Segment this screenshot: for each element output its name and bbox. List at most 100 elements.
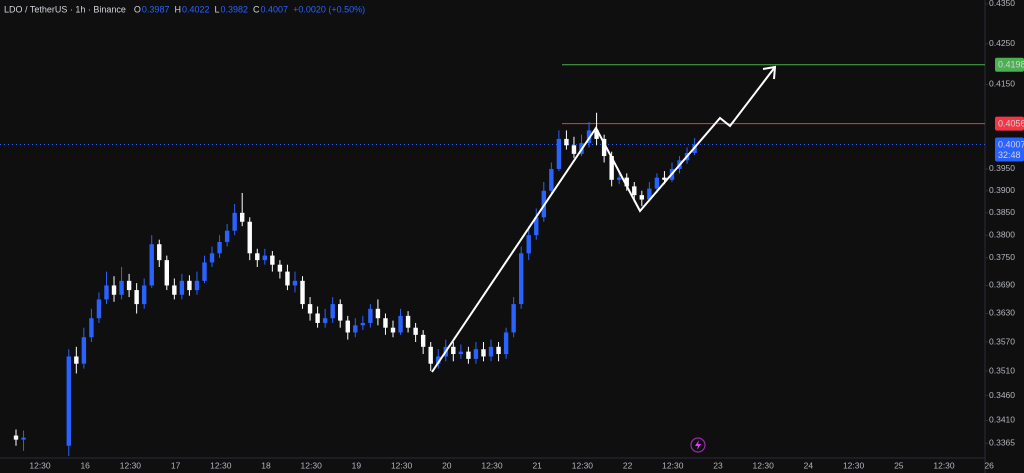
x-tick-label: 12:30 (481, 460, 503, 470)
candle-body (654, 177, 660, 189)
candle-body (345, 320, 350, 333)
x-tick-label: 25 (894, 460, 904, 470)
ohlc-value: 0.4007 (261, 4, 289, 14)
candle-body (405, 315, 411, 328)
ohlc-value: 0.4022 (182, 4, 210, 14)
x-tick-label: 16 (80, 460, 90, 470)
ohlc-key: C (253, 4, 260, 14)
x-tick-label: 12:30 (933, 460, 955, 470)
candle-body (149, 244, 154, 286)
x-tick-label: 24 (804, 460, 814, 470)
candle-body (466, 351, 471, 359)
candle-body (187, 280, 192, 291)
ohlc-key: L (214, 4, 219, 14)
candle-body (413, 327, 418, 335)
ohlc-key: O (134, 4, 141, 14)
x-tick-label: 12:30 (120, 460, 142, 470)
candle-body (141, 285, 147, 305)
x-tick-label: 23 (713, 460, 723, 470)
candle-body (368, 308, 373, 323)
candle-body (330, 304, 335, 319)
candle-body (526, 235, 531, 254)
candle-body (157, 244, 162, 261)
alert-bolt (695, 440, 701, 450)
candle-body (217, 241, 222, 254)
y-tick-label: 0.4350 (989, 0, 1015, 8)
candle-body (66, 356, 71, 446)
y-tick-label: 0.3570 (989, 336, 1015, 346)
x-tick-label: 12:30 (662, 460, 684, 470)
candle-body (488, 346, 494, 357)
candle-body (473, 349, 479, 359)
candle-body (503, 332, 509, 355)
candle-body (662, 177, 667, 180)
y-tick-label: 0.3800 (989, 229, 1015, 239)
ohlc-key: H (174, 4, 181, 14)
candle-body (511, 304, 516, 333)
candle-body (202, 262, 207, 281)
candle-body (360, 322, 366, 326)
candle-body (556, 138, 562, 169)
candle-body (338, 304, 343, 321)
candle-body (134, 290, 139, 305)
candle-body (451, 346, 456, 355)
candle-body (436, 356, 441, 364)
price-tag (995, 116, 1024, 131)
candle-body (164, 260, 169, 286)
candle-body (224, 230, 230, 242)
y-tick-label: 0.3900 (989, 185, 1015, 195)
candle-body (172, 285, 177, 295)
candle-body (104, 285, 109, 300)
candle-body (89, 318, 94, 338)
ohlc-value: 0.3987 (142, 4, 170, 14)
candle-body (277, 264, 283, 272)
y-tick-label: 0.4150 (989, 79, 1015, 89)
candle-body (398, 315, 403, 333)
alert-icon[interactable] (690, 437, 706, 453)
change-label: +0.0020 (+0.50%) (293, 4, 365, 14)
projection-path (431, 66, 776, 373)
candle-body (609, 156, 614, 180)
price-axis: 0.4350 0.4250 0.4150 0.3950 0.3900 0.3850 0.38… (985, 0, 1015, 447)
candle-body (624, 177, 629, 187)
y-tick-label: 0.3950 (989, 163, 1015, 173)
candle-body (383, 318, 388, 328)
candle-body (126, 280, 132, 291)
candle-body (390, 327, 396, 333)
candle-body (232, 212, 237, 231)
x-tick-label: 12:30 (29, 460, 51, 470)
x-tick-label: 21 (532, 460, 542, 470)
price-tag (995, 57, 1024, 72)
candle-body (13, 435, 19, 440)
arrow-head (762, 65, 777, 80)
y-tick-label: 0.3410 (989, 415, 1015, 425)
candle-body (322, 318, 328, 323)
price-tag-label: 0.4056 (998, 119, 1024, 129)
x-tick-label: 26 (984, 460, 994, 470)
x-tick-label: 12:30 (843, 460, 865, 470)
candle-body (119, 280, 124, 295)
candle-body (240, 212, 245, 222)
candle-body (179, 280, 185, 295)
candle-body (194, 280, 200, 291)
candle-body (247, 221, 252, 254)
candle-body (307, 304, 313, 314)
candle-body (647, 188, 652, 200)
candle-body (285, 271, 290, 286)
y-tick-label: 0.4250 (989, 38, 1015, 48)
current-price-label: 0.4007 (998, 139, 1024, 149)
candle-body (292, 280, 298, 286)
price-tag-label: 0.4198 (998, 60, 1024, 70)
candle-body (518, 253, 524, 305)
countdown-label: 32:48 (998, 150, 1021, 160)
x-tick-label: 12:30 (753, 460, 775, 470)
candle-body (617, 177, 622, 180)
candle-body (594, 130, 599, 139)
candle-body (632, 186, 637, 196)
candle-body (81, 337, 87, 364)
y-tick-label: 0.3460 (989, 390, 1015, 400)
symbol-label: LDO / TetherUS · 1h · Binance (4, 4, 126, 14)
candle-body (262, 255, 268, 261)
